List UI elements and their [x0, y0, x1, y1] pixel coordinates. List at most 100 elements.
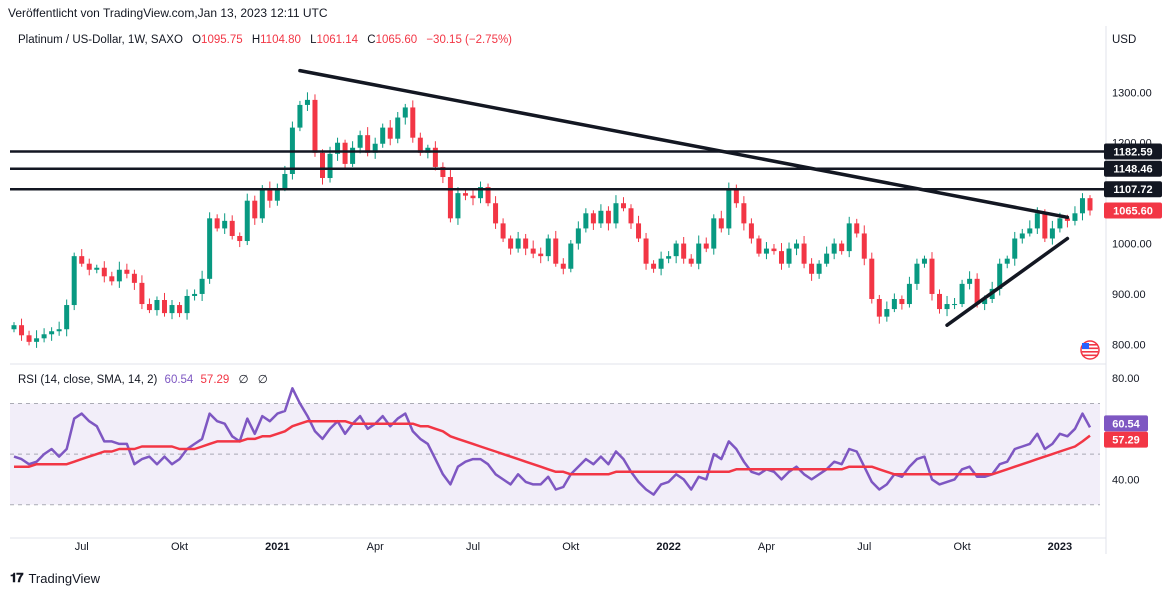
candle-body	[229, 220, 235, 236]
footer-brand: TradingView	[28, 570, 101, 586]
candle-body	[982, 298, 988, 305]
candle-body	[169, 305, 175, 314]
candle-body	[1019, 233, 1025, 239]
candle-body	[252, 200, 258, 219]
candle-body	[94, 267, 100, 270]
price-tick-label: 900.00	[1112, 289, 1146, 301]
candle-body	[1027, 228, 1033, 234]
candle-body	[387, 127, 393, 139]
candle-body	[455, 193, 461, 219]
candle-body	[327, 153, 333, 179]
candle-body	[696, 243, 702, 264]
candle-body	[884, 309, 890, 317]
candle-body	[786, 248, 792, 264]
candle-body	[139, 282, 145, 305]
rsi-legend-value: 60.54	[164, 374, 194, 386]
time-axis[interactable]: Jul Okt 2021 Apr Jul Okt 2022 Apr Jul Okt 2023	[10, 537, 1106, 553]
sma-last-label: 57.29	[1112, 435, 1140, 447]
candle-body	[613, 203, 619, 224]
candle-body	[184, 295, 190, 314]
rsi-pane[interactable]: 40.00 80.00 60.54 57.29	[10, 373, 1148, 506]
candle-body	[545, 238, 551, 257]
candle-body	[605, 210, 611, 224]
rsi-tick-label: 80.00	[1112, 373, 1140, 385]
flag-stripe	[1082, 347, 1098, 350]
time-tick-label: Okt	[171, 541, 188, 553]
candle-body	[628, 208, 634, 224]
candle-body	[402, 107, 408, 118]
candle-body	[523, 238, 529, 249]
candle-body	[1004, 258, 1010, 264]
candle-body	[79, 256, 85, 264]
candle-body	[101, 267, 107, 277]
candle-body	[1042, 213, 1048, 239]
candle-body	[688, 258, 694, 264]
time-tick-label: 2022	[656, 541, 680, 553]
candle-body	[959, 283, 965, 305]
candle-body	[583, 213, 589, 229]
candle-body	[342, 142, 348, 164]
candle-body	[395, 117, 401, 139]
candle-body	[237, 235, 243, 242]
candle-body	[869, 258, 875, 299]
candle-body	[131, 273, 137, 283]
candle-body	[432, 147, 438, 167]
symbol-title: Platinum / US-Dollar, 1W, SAXO	[18, 34, 183, 46]
candle-body	[937, 293, 943, 310]
candle-body	[357, 135, 363, 148]
candle-body	[1049, 228, 1055, 239]
flag-stripe	[1082, 354, 1098, 357]
candle-body	[778, 251, 784, 264]
candle-body	[214, 218, 220, 229]
candle-body	[560, 263, 566, 269]
flag-stripe	[1082, 351, 1098, 353]
candle-body	[64, 305, 70, 330]
candle-body	[846, 223, 852, 252]
candle-body	[794, 243, 800, 249]
candle-body	[154, 300, 160, 311]
price-pane[interactable]: 800.00900.001000.001100.001200.001300.00…	[10, 26, 1162, 554]
close-label: C	[367, 34, 376, 46]
trendline	[945, 236, 1070, 327]
candle-body	[56, 329, 62, 332]
open-value: 1095.75	[201, 34, 243, 46]
level-price-badge	[1104, 143, 1162, 160]
candle-body	[146, 304, 152, 311]
time-tick-label: Jul	[75, 541, 89, 553]
level-price-badge	[1104, 181, 1162, 198]
candle-body	[824, 253, 830, 264]
candle-body	[658, 258, 664, 269]
candle-body	[297, 104, 303, 128]
candle-body	[417, 137, 423, 153]
candle-body	[462, 193, 468, 196]
candle-body	[741, 203, 747, 224]
rsi-title: RSI (14, close, SMA, 14, 2)	[18, 374, 158, 386]
rsi-legend: RSI (14, close, SMA, 14, 2) 60.54 57.29 …	[18, 372, 268, 386]
candle-body	[974, 278, 980, 305]
footer: 𝟏𝟕 TradingView	[10, 570, 100, 586]
candle-body	[748, 223, 754, 239]
candle-body	[763, 248, 769, 254]
tradingview-logo-icon: 𝟏𝟕	[10, 570, 24, 585]
candle-body	[274, 188, 280, 201]
candle-body	[350, 147, 356, 164]
low-label: L	[310, 34, 317, 46]
candle-body	[493, 203, 499, 224]
time-tick-label: 2023	[1048, 541, 1072, 553]
candle-body	[109, 276, 115, 282]
candle-body	[666, 256, 672, 259]
candle-body	[1012, 238, 1018, 259]
us-flag-icon	[1080, 340, 1100, 360]
candle-body	[952, 304, 958, 306]
candle-body	[673, 243, 679, 257]
candle-body	[1034, 213, 1040, 229]
high-label: H	[251, 34, 261, 46]
candle-body	[335, 142, 341, 154]
candle-body	[365, 135, 371, 153]
candle-body	[440, 166, 446, 178]
candle-body	[906, 283, 912, 305]
candle-body	[11, 325, 17, 330]
flag-canton	[1082, 343, 1089, 349]
candle-body	[304, 99, 310, 105]
